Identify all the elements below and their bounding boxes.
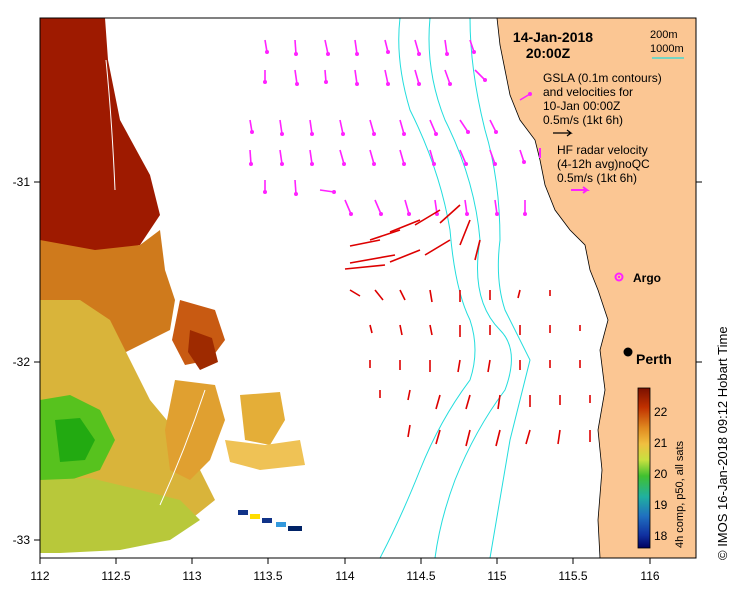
map-time: 20:00Z	[526, 45, 571, 61]
gsla-velocity-arrows	[344, 204, 591, 447]
colorbar-tick-label: 21	[654, 436, 668, 450]
sst-colorbar	[637, 387, 651, 549]
colorbar-tick-label: 19	[654, 498, 668, 512]
gsla-scale-arrow	[553, 129, 573, 137]
hf-legend-scale: 0.5m/s (1kt 6h)	[557, 171, 637, 185]
x-tick-label: 113.5	[253, 569, 282, 583]
gsla-legend-line2: and velocities for	[543, 85, 633, 99]
colorbar-ticks: 22 21 20 19 18	[654, 405, 668, 543]
credit-strip: © IMOS 16-Jan-2018 09:12 Hobart Time	[711, 0, 739, 592]
colorbar-tick-label: 18	[654, 529, 668, 543]
colorbar-tick-label: 22	[654, 405, 668, 419]
gsla-legend-line3: 10-Jan 00:00Z	[543, 99, 620, 113]
map-date: 14-Jan-2018	[513, 29, 593, 45]
sst-composite-layer	[40, 18, 305, 553]
x-tick-label: 114.5	[406, 569, 435, 583]
x-tick-label: 112.5	[101, 569, 130, 583]
axis-ticks	[34, 181, 702, 564]
bathymetry-contours	[379, 17, 531, 559]
perth-label: Perth	[636, 351, 672, 367]
perth-marker	[623, 347, 633, 357]
x-tick-label: 116	[640, 569, 659, 583]
x-tick-label: 115	[487, 569, 506, 583]
swath-edge-line	[105, 59, 116, 191]
depth-legend-1000m: 1000m	[650, 43, 684, 55]
hf-scale-arrow	[571, 186, 590, 194]
hf-radar-arrows	[249, 39, 531, 215]
x-axis-labels: 112 112.5 113 113.5 114 114.5 115 115.5 …	[30, 569, 659, 583]
y-tick-label: -33	[13, 533, 31, 547]
x-tick-label: 112	[30, 569, 49, 583]
plot-frame	[39, 17, 697, 559]
colorbar-tick-label: 20	[654, 467, 668, 481]
argo-marker	[614, 272, 624, 282]
gsla-legend-scale: 0.5m/s (1kt 6h)	[543, 113, 623, 127]
y-axis-labels: -31 -32 -33	[13, 175, 31, 547]
hf-legend-line1: HF radar velocity	[557, 143, 648, 157]
track-artefact	[238, 510, 302, 531]
swath-edge-line	[159, 389, 206, 506]
hf-radar-arrowheads	[249, 50, 532, 216]
y-tick-label: -31	[13, 175, 31, 189]
x-tick-label: 113	[182, 569, 201, 583]
x-tick-label: 115.5	[558, 569, 587, 583]
colorbar-label: 4h comp, p50, all sats	[674, 440, 686, 548]
gsla-legend-line1: GSLA (0.1m contours)	[543, 71, 662, 85]
argo-label: Argo	[633, 271, 661, 285]
imos-credit: © IMOS 16-Jan-2018 09:12 Hobart Time	[715, 326, 730, 560]
y-tick-label: -32	[13, 355, 31, 369]
x-tick-label: 114	[335, 569, 354, 583]
depth-legend-200m: 200m	[650, 29, 678, 41]
hf-legend-line2: (4-12h avg)noQC	[557, 157, 650, 171]
